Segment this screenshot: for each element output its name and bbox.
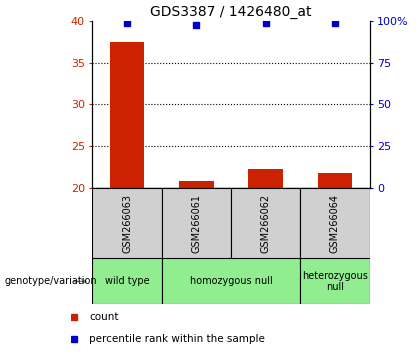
Bar [92,258,162,304]
Text: GSM266061: GSM266061 [192,194,201,252]
Text: wild type: wild type [105,276,150,286]
Text: homozygous null: homozygous null [189,276,273,286]
Bar [300,188,370,258]
Text: genotype/variation: genotype/variation [4,276,97,286]
Text: percentile rank within the sample: percentile rank within the sample [89,334,265,344]
Bar [248,169,283,188]
Bar [300,258,370,304]
Bar [162,258,300,304]
Bar [110,42,144,188]
Text: GSM266064: GSM266064 [330,194,340,252]
Bar [179,181,214,188]
Text: GSM266062: GSM266062 [261,193,270,253]
Bar [318,173,352,188]
Text: GSM266063: GSM266063 [122,194,132,252]
Text: heterozygous
null: heterozygous null [302,270,368,292]
Text: count: count [89,312,119,322]
Title: GDS3387 / 1426480_at: GDS3387 / 1426480_at [150,5,312,19]
Bar [231,188,300,258]
Bar [162,188,231,258]
Bar [92,188,162,258]
